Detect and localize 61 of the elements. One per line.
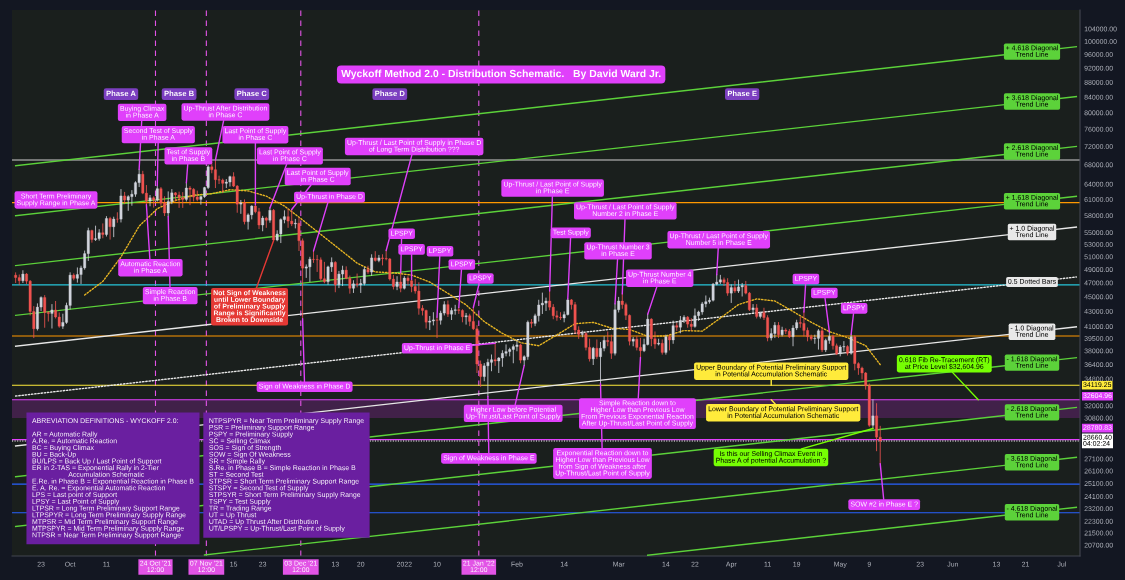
candlestick: [381, 254, 384, 266]
candlestick: [228, 175, 232, 187]
candlestick: [312, 250, 315, 263]
candlestick: [333, 261, 337, 293]
candlestick: [740, 283, 744, 297]
candlestick: [540, 292, 544, 314]
candlestick: [780, 326, 784, 337]
candlestick: [308, 256, 312, 282]
candlestick: [671, 320, 675, 344]
candlestick: [428, 316, 432, 331]
candlestick: [243, 199, 246, 225]
candlestick: [105, 216, 108, 237]
candlestick: [112, 216, 116, 238]
candlestick: [464, 313, 468, 325]
candlestick: [668, 334, 671, 351]
candlestick: [544, 297, 548, 311]
candlestick: [842, 341, 846, 352]
candlestick: [148, 195, 152, 207]
candlestick: [820, 327, 824, 353]
candlestick: [657, 338, 660, 346]
candlestick: [101, 223, 105, 239]
candlestick: [595, 339, 599, 359]
candlestick: [119, 189, 123, 223]
candlestick: [293, 219, 297, 229]
candlestick: [377, 254, 381, 263]
candlestick: [875, 403, 878, 452]
candlestick: [286, 208, 290, 228]
text: Wyckoff Method 2.0 - Distribution Schematic. By David Ward Jr.: [341, 69, 661, 80]
candlestick: [366, 265, 370, 274]
candlestick: [188, 186, 192, 206]
candlestick: [108, 216, 112, 240]
candlestick: [417, 282, 421, 315]
candlestick: [813, 334, 817, 344]
candlestick: [424, 309, 428, 329]
candlestick: [355, 273, 359, 288]
candlestick: [530, 319, 533, 328]
candlestick: [50, 304, 54, 329]
candlestick: [43, 295, 47, 328]
candlestick: [257, 208, 261, 229]
candlestick: [214, 159, 217, 188]
candlestick: [559, 312, 562, 320]
candlestick: [751, 304, 755, 314]
candlestick: [610, 334, 613, 359]
candlestick: [871, 399, 875, 429]
candlestick: [446, 300, 450, 317]
candlestick: [370, 254, 374, 276]
candlestick: [432, 312, 435, 326]
candlestick: [493, 342, 497, 366]
candlestick: [649, 318, 653, 347]
candlestick: [323, 261, 326, 284]
candlestick: [664, 334, 668, 355]
candlestick: [94, 225, 97, 241]
candlestick: [76, 267, 79, 283]
candlestick: [181, 192, 185, 208]
candlestick: [341, 265, 344, 286]
candlestick: [519, 343, 522, 364]
candlestick: [406, 276, 410, 286]
candlestick: [115, 212, 119, 223]
candlestick: [817, 329, 820, 350]
candlestick: [319, 257, 323, 281]
candlestick: [239, 200, 243, 214]
